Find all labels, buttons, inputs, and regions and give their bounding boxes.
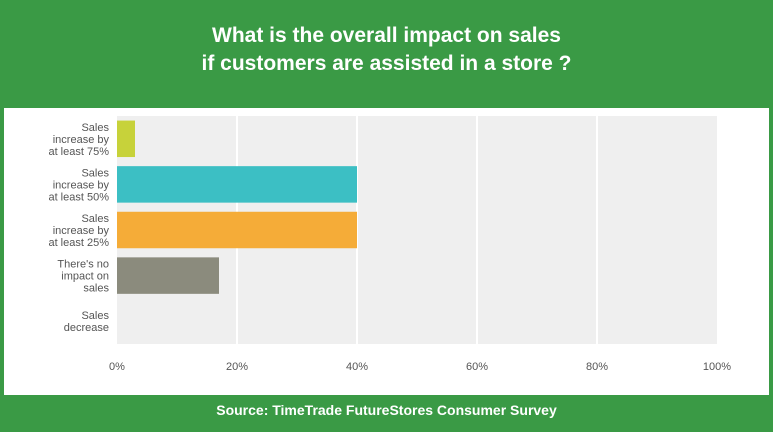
- title-line-2: if customers are assisted in a store ?: [201, 52, 572, 75]
- chart-panel: Sales increase by at least 75% Sales increas…: [4, 108, 769, 395]
- x-tick-label: 40%: [346, 361, 368, 373]
- category-label: Sales decrease: [64, 310, 110, 334]
- bar-chart: Sales increase by at least 75% Sales increas…: [48, 116, 731, 373]
- x-tick-label: 100%: [703, 361, 731, 373]
- category-label: Sales increase by at least 50%: [48, 167, 109, 203]
- bar: [117, 120, 135, 158]
- x-tick-label: 20%: [226, 361, 248, 373]
- source-note: Source: TimeTrade FutureStores Consumer …: [216, 402, 557, 418]
- bar: [117, 257, 219, 294]
- x-tick-label: 0%: [109, 361, 125, 373]
- x-tick-label: 60%: [466, 361, 488, 373]
- bar: [117, 166, 357, 203]
- chart-title: What is the overall impact on sales if c…: [0, 22, 773, 78]
- x-tick-label: 80%: [586, 361, 608, 373]
- category-label: Sales increase by at least 25%: [48, 213, 109, 249]
- bar: [117, 211, 357, 249]
- category-label: There's no impact on sales: [57, 259, 109, 295]
- category-label: Sales increase by at least 75%: [48, 122, 109, 158]
- title-line-1: What is the overall impact on sales: [212, 24, 561, 47]
